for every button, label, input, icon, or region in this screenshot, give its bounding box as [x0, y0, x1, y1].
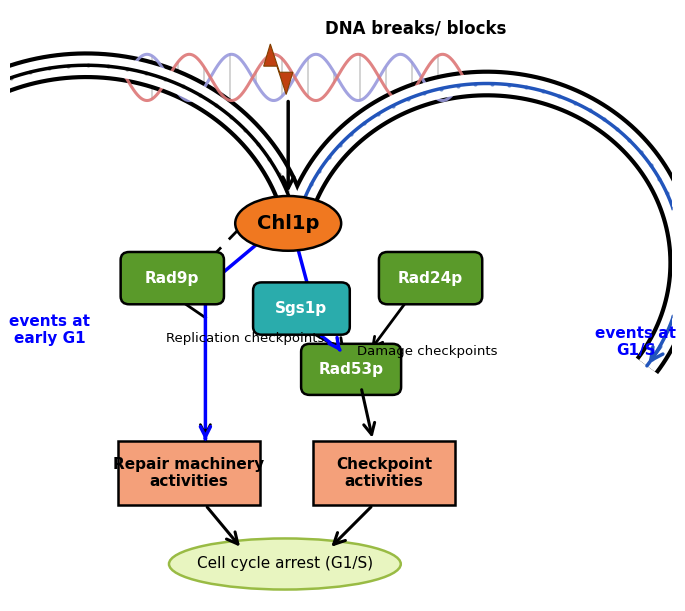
Text: Checkpoint
activities: Checkpoint activities [336, 456, 432, 489]
Text: Replication checkpoints: Replication checkpoints [166, 332, 324, 345]
Text: DNA breaks/ blocks: DNA breaks/ blocks [325, 19, 506, 37]
Text: Cell cycle arrest (G1/S): Cell cycle arrest (G1/S) [197, 557, 373, 571]
FancyBboxPatch shape [313, 441, 456, 505]
Text: Rad53p: Rad53p [319, 362, 384, 377]
Text: events at
G1/S: events at G1/S [595, 326, 676, 358]
FancyBboxPatch shape [301, 344, 401, 395]
FancyBboxPatch shape [379, 252, 482, 304]
Text: Rad24p: Rad24p [398, 271, 463, 285]
Text: Rad9p: Rad9p [145, 271, 199, 285]
Ellipse shape [169, 538, 401, 590]
Text: Repair machinery
activities: Repair machinery activities [113, 456, 264, 489]
Text: Sgs1p: Sgs1p [275, 301, 327, 316]
FancyBboxPatch shape [121, 252, 224, 304]
Text: Damage checkpoints: Damage checkpoints [357, 345, 497, 357]
Text: Chl1p: Chl1p [257, 214, 319, 233]
Text: events at
early G1: events at early G1 [10, 313, 90, 346]
Polygon shape [264, 44, 292, 95]
Ellipse shape [235, 196, 341, 251]
FancyBboxPatch shape [253, 282, 350, 335]
FancyBboxPatch shape [118, 441, 260, 505]
